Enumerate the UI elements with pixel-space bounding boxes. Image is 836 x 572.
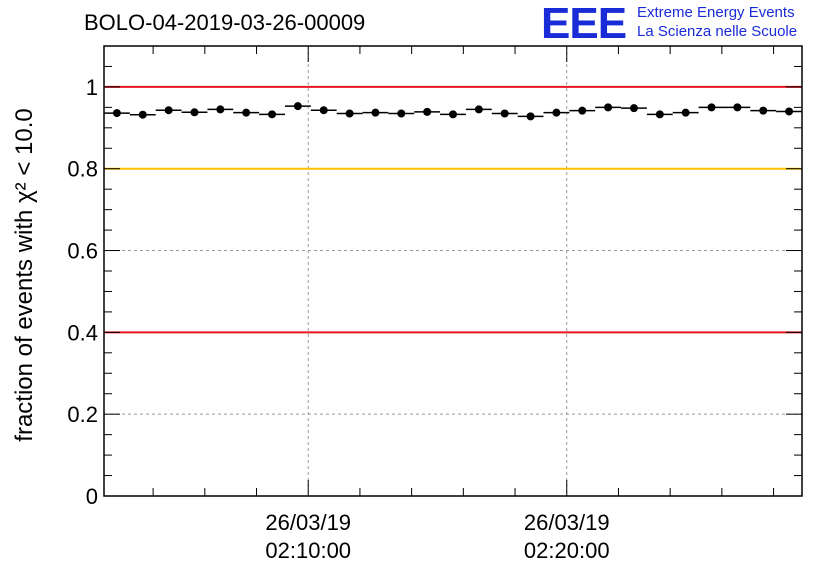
y-tick-label: 0.2 [67, 402, 98, 427]
data-point [552, 108, 561, 117]
logo-caption: Extreme Energy Events La Scienza nelle S… [637, 3, 797, 41]
data-point [190, 108, 199, 117]
data-point [526, 112, 535, 121]
data-point [423, 107, 432, 116]
logo-line-2: La Scienza nelle Scuole [637, 23, 798, 40]
y-tick-label: 1 [86, 75, 98, 100]
logo-line-1: Extreme Energy Events [637, 4, 795, 21]
data-point [345, 109, 354, 118]
data-point [216, 105, 225, 114]
data-point [449, 110, 457, 119]
data-point [759, 106, 768, 115]
data-point [500, 109, 509, 118]
data-point [578, 106, 587, 115]
chart-title: BOLO-04-2019-03-26-00009 [84, 10, 366, 35]
data-point [604, 103, 613, 112]
data-point [371, 108, 380, 117]
x-tick-date-label: 26/03/19 [524, 510, 610, 535]
data-point [242, 108, 251, 117]
x-tick-time-label: 02:10:00 [265, 538, 351, 563]
data-point [785, 107, 794, 116]
data-point [474, 105, 483, 114]
data-point [707, 103, 716, 112]
data-point [138, 110, 147, 119]
y-tick-label: 0 [86, 484, 98, 509]
data-point [733, 103, 742, 112]
x-tick-time-label: 02:20:00 [524, 538, 610, 563]
data-point [293, 102, 302, 111]
data-point [629, 104, 638, 113]
y-tick-label: 0.8 [67, 157, 98, 182]
data-point [681, 108, 690, 117]
y-tick-label: 0.4 [67, 320, 98, 345]
y-tick-label: 0.6 [67, 239, 98, 264]
data-point [319, 106, 328, 115]
x-tick-date-label: 26/03/19 [265, 510, 351, 535]
data-point [397, 109, 406, 118]
eee-logo: EEE [541, 0, 627, 48]
y-axis-label: fraction of events with χ² < 10.0 [11, 108, 38, 441]
data-point [268, 110, 277, 119]
data-point [164, 106, 173, 115]
data-point [655, 110, 664, 119]
data-point [112, 109, 121, 118]
